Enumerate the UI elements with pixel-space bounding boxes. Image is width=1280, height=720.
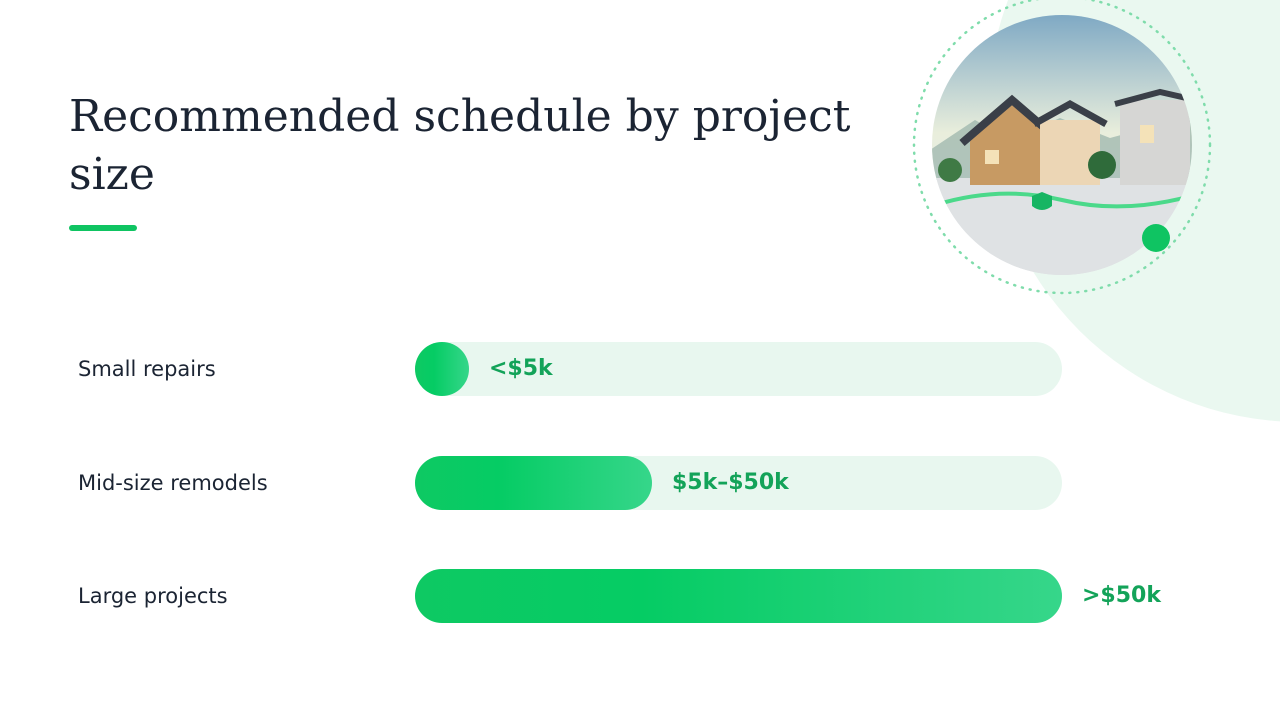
bar-fill (415, 569, 1062, 623)
accent-dot (1142, 224, 1170, 252)
bar-track (415, 342, 1062, 396)
dotted-ring (912, 0, 1212, 295)
title-underline (69, 225, 137, 231)
row: Large projects >$50k (0, 569, 1280, 623)
row-value: $5k–$50k (672, 470, 789, 495)
bar-fill (415, 456, 652, 510)
row-label: Small repairs (78, 357, 216, 381)
row-value: <$5k (489, 356, 553, 381)
row: Small repairs <$5k (0, 342, 1280, 396)
title: Recommended schedule by project size (69, 91, 851, 200)
row-label: Large projects (78, 584, 228, 608)
row: Mid-size remodels $5k–$50k (0, 456, 1280, 510)
row-value: >$50k (1082, 583, 1161, 608)
bar-fill (415, 342, 469, 396)
row-label: Mid-size remodels (78, 471, 268, 495)
